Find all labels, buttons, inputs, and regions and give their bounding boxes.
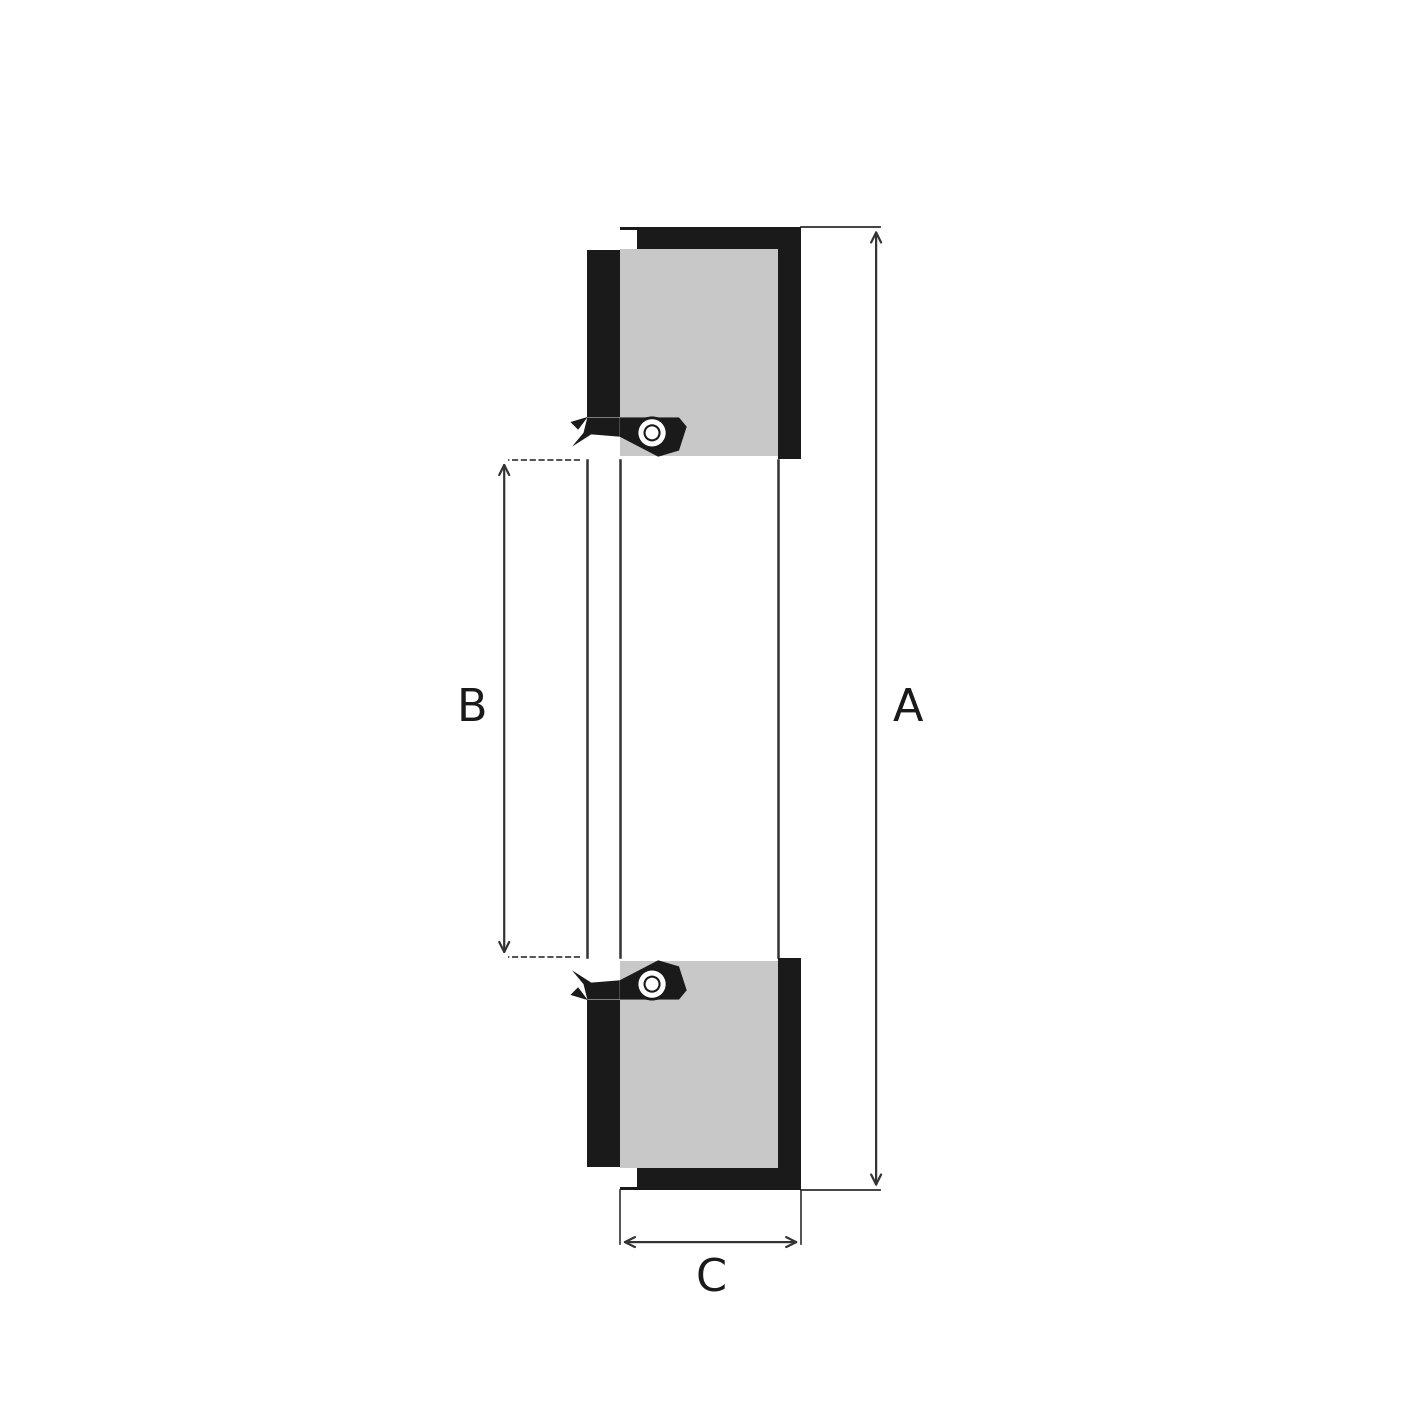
Polygon shape: [779, 456, 801, 458]
Circle shape: [644, 426, 659, 440]
Polygon shape: [779, 957, 801, 962]
Circle shape: [644, 977, 659, 991]
Polygon shape: [572, 970, 620, 1000]
Polygon shape: [620, 1168, 637, 1187]
Polygon shape: [620, 962, 779, 1168]
Polygon shape: [571, 987, 591, 1001]
Polygon shape: [620, 1168, 801, 1189]
Polygon shape: [572, 418, 620, 447]
Polygon shape: [620, 418, 686, 457]
Polygon shape: [620, 249, 779, 456]
Polygon shape: [779, 249, 801, 456]
Circle shape: [637, 418, 666, 449]
Circle shape: [637, 969, 666, 1000]
Polygon shape: [588, 1000, 620, 1167]
Text: B: B: [457, 688, 488, 730]
Text: C: C: [695, 1257, 725, 1301]
Polygon shape: [571, 416, 591, 430]
Text: A: A: [893, 688, 924, 730]
Polygon shape: [620, 960, 686, 1000]
Polygon shape: [620, 231, 637, 249]
Polygon shape: [779, 962, 801, 1168]
Polygon shape: [620, 228, 801, 249]
Polygon shape: [588, 250, 620, 418]
